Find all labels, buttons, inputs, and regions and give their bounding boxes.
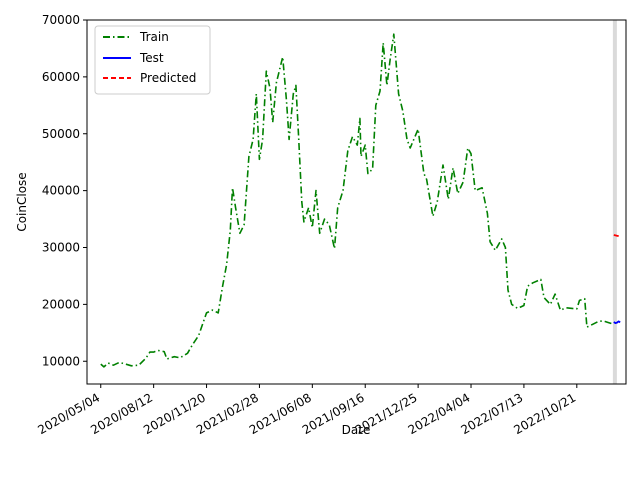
series-line-predicted [613, 234, 621, 237]
y-tick-label: 50000 [42, 127, 80, 141]
series-layer [100, 33, 621, 368]
y-tick-label: 60000 [42, 70, 80, 84]
series-line-train [100, 33, 615, 368]
y-axis-title: CoinClose [15, 172, 29, 231]
y-axis: 10000 20000 30000 40000 50000 60000 70000 [42, 13, 87, 368]
y-tick-label: 70000 [42, 13, 80, 27]
y-tick-label: 20000 [42, 297, 80, 311]
y-tick-label: 30000 [42, 241, 80, 255]
legend: Train Test Predicted [94, 25, 211, 95]
series-line-test [613, 320, 621, 325]
x-axis-title: Date [342, 423, 371, 437]
y-tick-label: 10000 [42, 354, 80, 368]
legend-label-train: Train [139, 30, 169, 44]
y-tick-label: 40000 [42, 184, 80, 198]
shaded-band [612, 20, 617, 384]
legend-label-test: Test [139, 51, 164, 65]
plot-frame [86, 19, 627, 385]
legend-label-predicted: Predicted [140, 71, 196, 85]
